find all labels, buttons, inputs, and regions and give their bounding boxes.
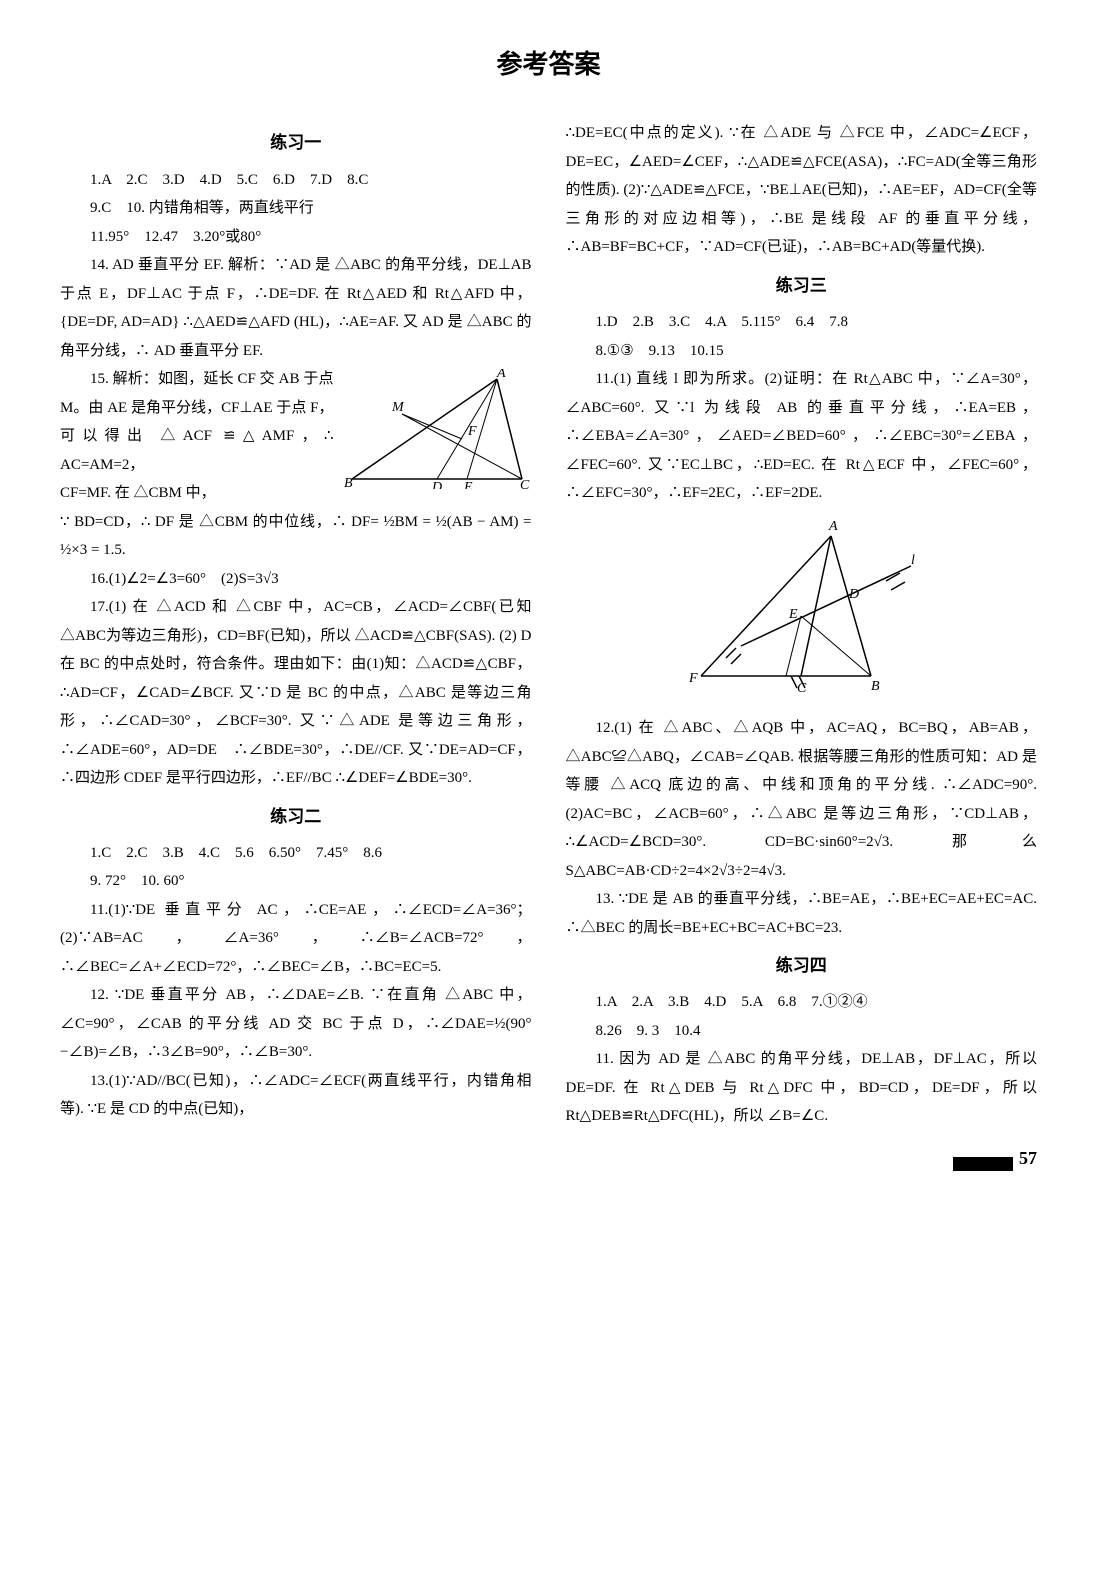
solution-17: 17.(1) 在 △ACD 和 △CBF 中，AC=CB，∠ACD=∠CBF(已… (60, 593, 532, 793)
solution-11: 11. 因为 AD 是 △ABC 的角平分线，DE⊥AB，DF⊥AC，所以 DE… (566, 1045, 1038, 1131)
fig2-label-E: E (788, 607, 798, 622)
fig1-label-F: F (467, 424, 477, 439)
fig1-label-D: D (431, 480, 442, 489)
fig2-label-l: l (911, 553, 915, 568)
answers-line: 1.A 2.A 3.B 4.D 5.A 6.8 7.①②④ (566, 988, 1038, 1017)
answers-line-16: 16.(1)∠2=∠3=60° (2)S=3√3 (60, 565, 532, 594)
two-column-layout: 练习一 1.A 2.C 3.D 4.D 5.C 6.D 7.D 8.C 9.C … (60, 119, 1037, 1131)
left-column: 练习一 1.A 2.C 3.D 4.D 5.C 6.D 7.D 8.C 9.C … (60, 119, 532, 1131)
page-title: 参考答案 (60, 40, 1037, 89)
fig2-label-B: B (871, 679, 880, 694)
solution-14: 14. AD 垂直平分 EF. 解析：∵AD 是 △ABC 的角平分线，DE⊥A… (60, 251, 532, 365)
fig1-label-M: M (391, 400, 405, 415)
answers-line: 1.A 2.C 3.D 4.D 5.C 6.D 7.D 8.C (60, 166, 532, 195)
section-3-title: 练习三 (566, 270, 1038, 302)
solution-12: 12. ∵DE 垂直平分 AB，∴∠DAE=∠B. ∵在直角 △ABC 中，∠C… (60, 981, 532, 1067)
solution-15c: ∵ BD=CD，∴ DF 是 △CBM 的中位线，∴ DF= ½BM = ½(A… (60, 508, 532, 565)
figure-1: A B C D E F M (342, 369, 532, 500)
fig1-label-A: A (496, 369, 506, 381)
fig1-label-C: C (520, 478, 530, 489)
answers-line: 8.26 9. 3 10.4 (566, 1017, 1038, 1046)
fig2-label-C: C (797, 681, 807, 696)
solution-13: 13.(1)∵AD//BC(已知)，∴∠ADC=∠ECF(两直线平行，内错角相等… (60, 1067, 532, 1124)
solution-continuation: ∴DE=EC(中点的定义). ∵在 △ADE 与 △FCE 中，∠ADC=∠EC… (566, 119, 1038, 262)
section-2-title: 练习二 (60, 801, 532, 833)
solution-12: 12.(1) 在 △ABC、△AQB 中，AC=AQ，BC=BQ，AB=AB，△… (566, 714, 1038, 885)
answers-line: 11.95° 12.47 3.20°或80° (60, 223, 532, 252)
answers-line: 1.C 2.C 3.B 4.C 5.6 6.50° 7.45° 8.6 (60, 839, 532, 868)
page-number: 57 (1019, 1141, 1037, 1175)
section-4-title: 练习四 (566, 950, 1038, 982)
fig2-label-F: F (688, 671, 698, 686)
fig2-label-A: A (828, 519, 838, 534)
section-1-title: 练习一 (60, 127, 532, 159)
page-number-block: 57 (60, 1151, 1037, 1175)
fig1-label-B: B (344, 476, 353, 489)
answers-line: 8.①③ 9.13 10.15 (566, 337, 1038, 366)
figure-2: A B C D E F l (566, 516, 1038, 707)
answers-line: 9. 72° 10. 60° (60, 867, 532, 896)
fig2-label-D: D (848, 587, 859, 602)
fig1-label-E: E (463, 480, 473, 489)
right-column: ∴DE=EC(中点的定义). ∵在 △ADE 与 △FCE 中，∠ADC=∠EC… (566, 119, 1038, 1131)
solution-13: 13. ∵DE 是 AB 的垂直平分线，∴BE=AE，∴BE+EC=AE+EC=… (566, 885, 1038, 942)
answers-line: 9.C 10. 内错角相等，两直线平行 (60, 194, 532, 223)
page-number-bar (953, 1157, 1013, 1171)
answers-line: 1.D 2.B 3.C 4.A 5.115° 6.4 7.8 (566, 308, 1038, 337)
solution-11: 11.(1)∵DE 垂直平分 AC，∴CE=AE，∴∠ECD=∠A=36°；(2… (60, 896, 532, 982)
solution-11: 11.(1) 直线 l 即为所求。(2)证明：在 Rt△ABC 中，∵∠A=30… (566, 365, 1038, 508)
